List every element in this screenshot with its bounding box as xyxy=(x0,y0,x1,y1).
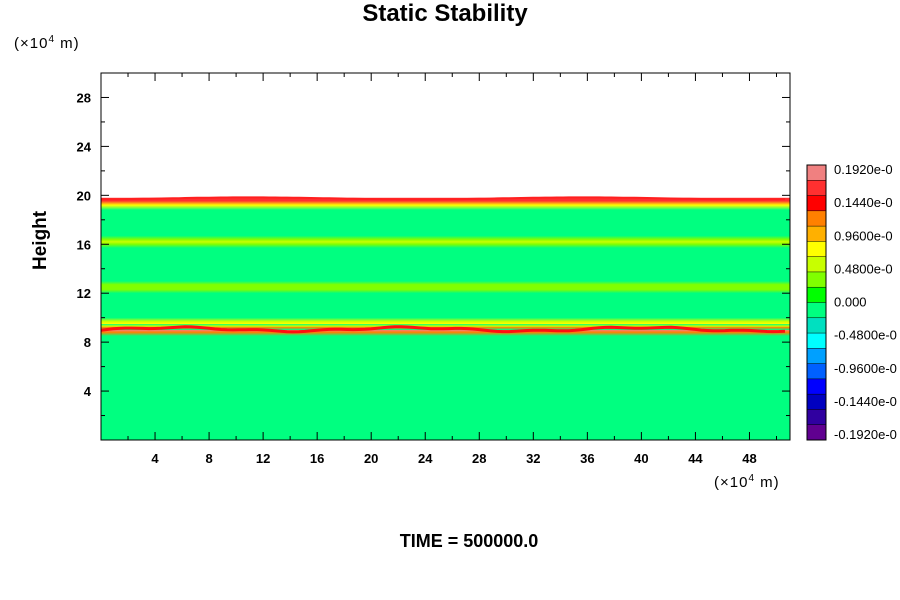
y-axis-unit: (×104 m) xyxy=(14,34,80,52)
x-tick-label: 12 xyxy=(256,451,270,466)
x-tick-label: 36 xyxy=(580,451,594,466)
x-tick-label: 4 xyxy=(151,451,159,466)
x-tick-label: 44 xyxy=(688,451,703,466)
x-tick-label: 24 xyxy=(418,451,433,466)
colorbar-swatch xyxy=(807,348,826,364)
colorbar-frame xyxy=(806,164,827,441)
colorbar-label: -0.9600e-0 xyxy=(834,361,897,376)
colorbar-swatch xyxy=(807,333,826,349)
top-layer-line xyxy=(101,196,785,201)
x-tick-label: 40 xyxy=(634,451,648,466)
colorbar-label: -0.1440e-0 xyxy=(834,394,897,409)
colorbar-swatch xyxy=(807,195,826,212)
x-tick-label: 20 xyxy=(364,451,378,466)
y-tick-label: 28 xyxy=(77,90,91,105)
colorbar-label: 0.000 xyxy=(834,295,867,310)
colorbar-swatch xyxy=(807,424,826,441)
colorbar-swatch xyxy=(807,317,826,334)
colorbar-swatch xyxy=(807,363,826,380)
colorbar-label: -0.1920e-0 xyxy=(834,427,897,442)
y-tick-label: 24 xyxy=(77,139,92,154)
x-tick-label: 48 xyxy=(742,451,756,466)
colorbar-swatch xyxy=(807,256,826,273)
x-axis-unit: (×104 m) xyxy=(714,473,780,491)
x-tick-label: 28 xyxy=(472,451,486,466)
stability-field xyxy=(101,197,790,440)
y-tick-label: 4 xyxy=(84,384,92,399)
colorbar-swatch xyxy=(807,241,826,257)
colorbar-swatch xyxy=(807,378,826,395)
colorbar-swatch xyxy=(807,302,826,319)
colorbar-label: -0.4800e-0 xyxy=(834,328,897,343)
plot-frame xyxy=(100,72,791,441)
chart-title: Static Stability xyxy=(362,0,528,27)
colorbar-label: 0.4800e-0 xyxy=(834,261,893,276)
colorbar-swatch xyxy=(807,226,826,242)
colorbar-swatch xyxy=(807,271,826,288)
colorbar-label: 0.1440e-0 xyxy=(834,195,893,210)
x-tick-label: 16 xyxy=(310,451,324,466)
colorbar-swatch xyxy=(807,210,826,227)
y-tick-label: 20 xyxy=(77,188,91,203)
inversion-layer-line xyxy=(100,325,786,334)
x-tick-label: 32 xyxy=(526,451,540,466)
colorbar-swatch xyxy=(807,409,826,426)
colorbar-swatch xyxy=(807,165,826,181)
colorbar-label: 0.9600e-0 xyxy=(834,228,893,243)
y-tick-label: 8 xyxy=(84,335,91,350)
y-tick-label: 16 xyxy=(77,237,91,252)
colorbar-swatch xyxy=(807,287,826,303)
time-footer: TIME = 500000.0 xyxy=(399,531,539,551)
y-tick-label: 12 xyxy=(77,286,91,301)
colorbar-label: 0.1920e-0 xyxy=(834,162,893,177)
colorbar-swatch xyxy=(807,180,826,196)
x-tick-label: 8 xyxy=(205,451,212,466)
colorbar-swatch xyxy=(807,394,826,410)
